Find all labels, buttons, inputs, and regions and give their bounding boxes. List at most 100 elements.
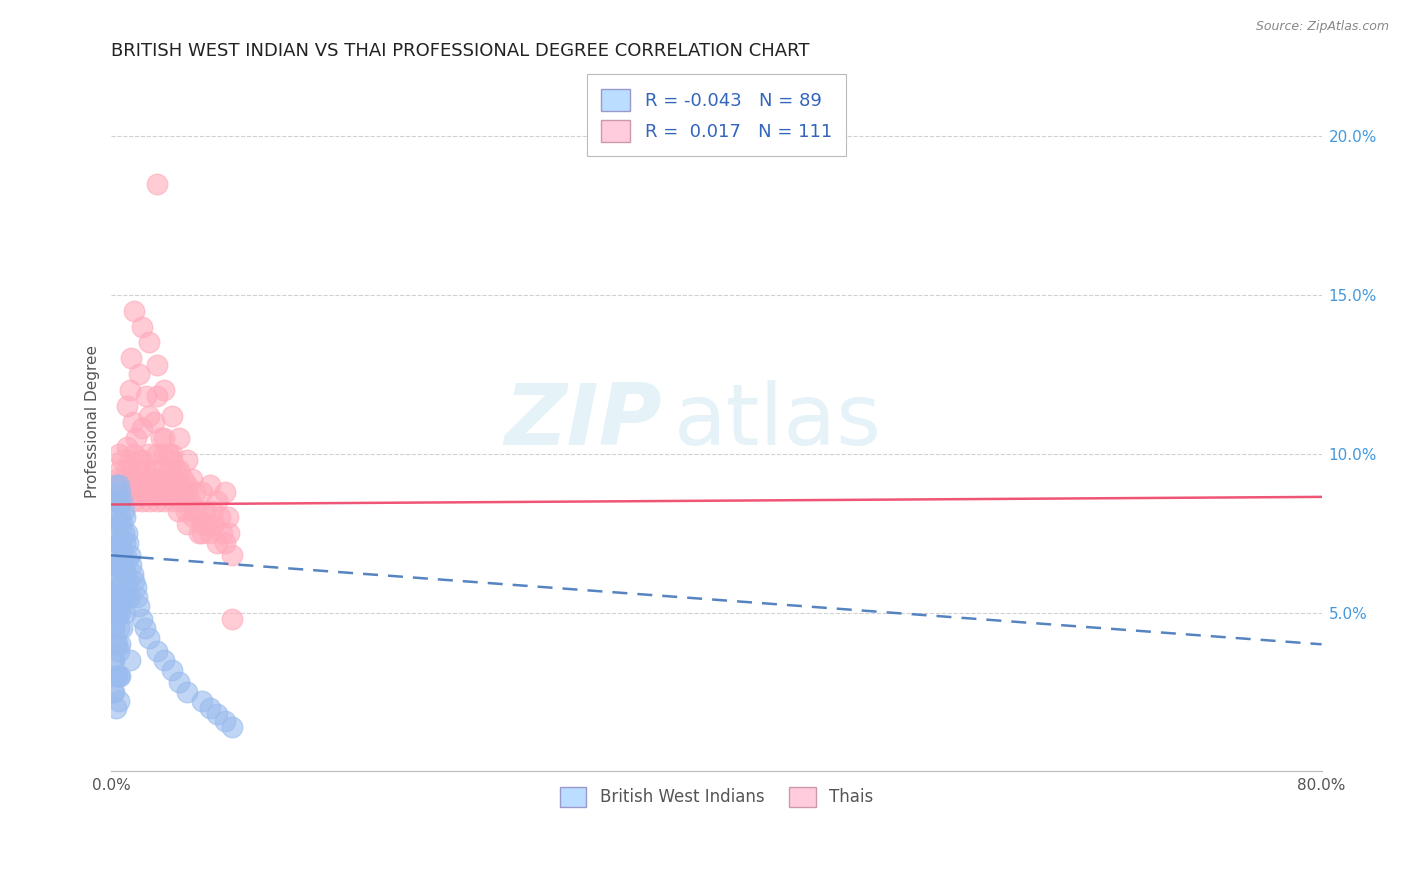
Point [104,574,127,588]
Point [108,694,131,708]
Point [104,590,127,604]
Point [136,478,159,492]
Point [121,415,143,429]
Point [160,447,183,461]
Point [108,558,131,572]
Point [103,621,125,635]
Point [169,675,191,690]
Point [217,510,239,524]
Point [122,447,145,461]
Point [172,472,194,486]
Point [179,494,201,508]
Point [107,494,129,508]
Point [146,494,169,508]
Point [160,663,183,677]
Point [110,558,132,572]
Point [111,494,134,508]
Point [108,643,131,657]
Point [142,415,165,429]
Point [115,551,138,566]
Point [209,510,232,524]
Point [103,478,125,492]
Point [207,494,229,508]
Point [163,472,186,486]
Point [108,574,131,588]
Point [122,574,145,588]
Point [149,484,172,499]
Point [153,447,176,461]
Point [112,504,135,518]
Point [101,590,124,604]
Point [115,462,138,476]
Point [146,643,169,657]
Point [110,580,132,594]
Point [101,653,124,667]
Point [131,612,153,626]
Point [110,462,132,476]
Point [221,549,243,563]
Point [139,472,162,486]
Point [114,535,136,549]
Point [103,653,125,667]
Point [191,484,214,499]
Point [108,516,131,531]
Point [115,399,138,413]
Point [112,590,135,604]
Point [124,472,146,486]
Point [156,484,179,499]
Point [176,484,198,499]
Point [148,472,170,486]
Text: ZIP: ZIP [505,380,662,464]
Point [107,516,129,531]
Point [152,478,174,492]
Point [221,720,243,734]
Point [131,319,153,334]
Point [183,484,205,499]
Point [118,590,141,604]
Point [115,526,138,541]
Point [176,453,198,467]
Point [104,558,127,572]
Point [120,472,142,486]
Point [135,462,157,476]
Point [218,526,240,541]
Point [104,637,127,651]
Point [195,516,218,531]
Point [198,478,221,492]
Point [108,621,131,635]
Point [103,590,125,604]
Point [191,694,214,708]
Point [110,669,132,683]
Point [174,504,197,518]
Point [110,606,132,620]
Point [107,606,129,620]
Point [202,516,225,531]
Point [135,389,157,403]
Point [146,177,169,191]
Point [211,526,233,541]
Point [160,453,183,467]
Point [169,431,191,445]
Point [138,447,160,461]
Point [150,462,173,476]
Point [104,669,127,683]
Point [112,558,135,572]
Point [114,564,136,578]
Point [134,621,156,635]
Point [198,526,221,541]
Point [118,383,141,397]
Point [114,510,136,524]
Text: atlas: atlas [673,380,882,464]
Point [103,526,125,541]
Point [107,669,129,683]
Point [157,447,180,461]
Point [214,484,236,499]
Point [128,453,150,467]
Point [157,462,180,476]
Point [117,574,139,588]
Point [118,453,141,467]
Point [117,535,139,549]
Point [121,567,143,582]
Point [146,358,169,372]
Point [108,478,131,492]
